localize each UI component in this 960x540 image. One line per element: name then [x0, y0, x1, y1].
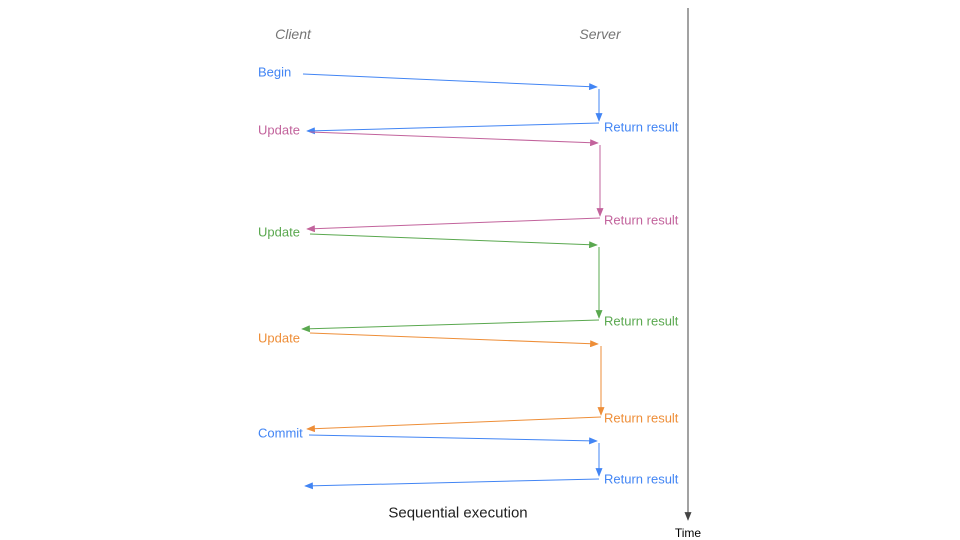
- message-label: Update: [258, 122, 300, 138]
- response-arrow: [301, 319, 600, 333]
- diagram-title: Sequential execution: [388, 504, 528, 522]
- return-result-label: Return result: [604, 119, 679, 135]
- response-arrow: [306, 217, 601, 233]
- return-result-label: Return result: [604, 471, 679, 487]
- request-arrow: [309, 332, 599, 348]
- return-result-label: Return result: [604, 313, 679, 329]
- request-arrow: [308, 434, 598, 445]
- time-axis-label: Time: [674, 526, 702, 540]
- return-result-label: Return result: [604, 212, 679, 228]
- response-arrow: [306, 416, 602, 433]
- response-arrow: [304, 478, 600, 490]
- message-label: Begin: [258, 64, 292, 80]
- request-arrow: [309, 233, 598, 249]
- message-label: Update: [258, 330, 300, 346]
- request-arrow: [309, 131, 599, 147]
- message-label: Update: [258, 224, 300, 240]
- client-header: Client: [275, 26, 311, 42]
- response-arrow: [306, 122, 600, 135]
- server-header: Server: [579, 26, 621, 42]
- return-result-label: Return result: [604, 410, 679, 426]
- message-label: Commit: [258, 425, 303, 441]
- request-arrow: [302, 73, 598, 91]
